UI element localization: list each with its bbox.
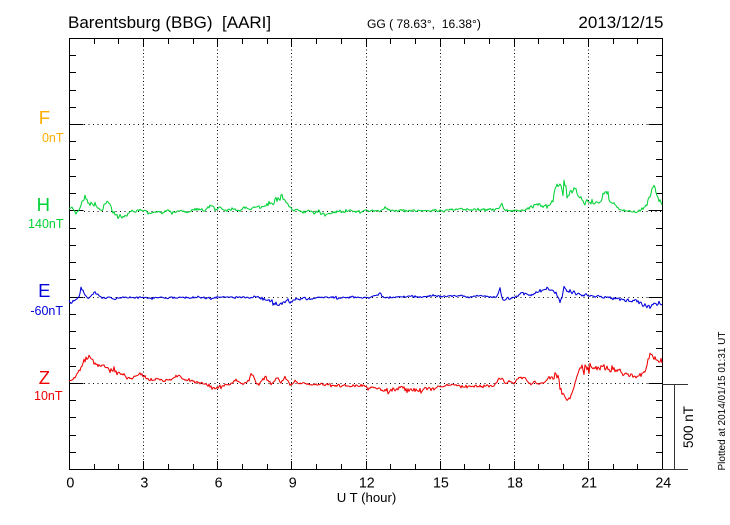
- svg-text:-60nT: -60nT: [30, 304, 63, 318]
- svg-text:500 nT: 500 nT: [681, 406, 696, 448]
- svg-text:0nT: 0nT: [42, 131, 64, 145]
- svg-text:Z: Z: [39, 367, 50, 388]
- svg-text:12: 12: [359, 476, 375, 492]
- svg-text:H: H: [37, 194, 50, 215]
- svg-text:24: 24: [655, 476, 671, 492]
- svg-text:6: 6: [215, 476, 223, 492]
- svg-text:21: 21: [581, 476, 597, 492]
- svg-text:2013/12/15: 2013/12/15: [578, 13, 663, 32]
- svg-text:E: E: [38, 280, 50, 301]
- svg-text:GG ( 78.63°, 16.38°): GG ( 78.63°, 16.38°): [367, 17, 481, 31]
- svg-text:9: 9: [289, 476, 297, 492]
- svg-text:3: 3: [140, 476, 148, 492]
- svg-text:Plotted at 2014/01/15 01:31 UT: Plotted at 2014/01/15 01:31 UT: [717, 332, 728, 471]
- svg-text:Barentsburg (BBG) [AARI]: Barentsburg (BBG) [AARI]: [68, 13, 271, 32]
- svg-text:140nT: 140nT: [28, 217, 64, 231]
- svg-text:10nT: 10nT: [34, 389, 63, 403]
- svg-text:F: F: [39, 107, 50, 128]
- svg-text:15: 15: [433, 476, 449, 492]
- svg-text:0: 0: [66, 476, 74, 492]
- svg-text:U T (hour): U T (hour): [337, 490, 397, 505]
- svg-text:18: 18: [507, 476, 523, 492]
